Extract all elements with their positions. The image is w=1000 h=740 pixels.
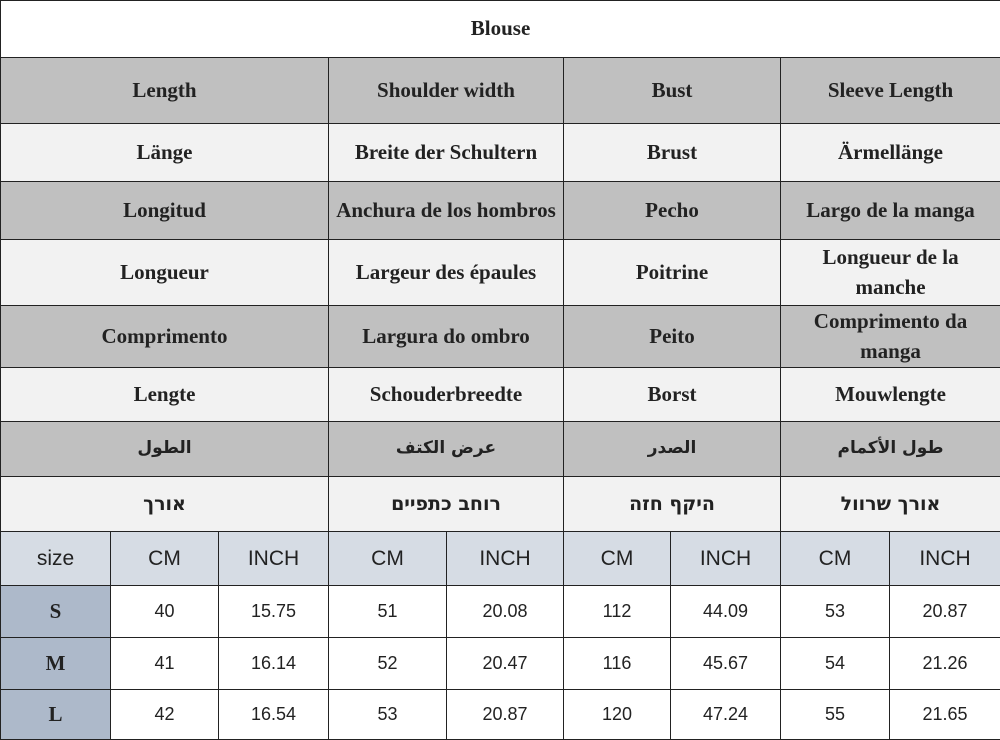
header-sleeve-length: Longueur de la manche [781, 240, 1000, 306]
header-length: Longitud [1, 182, 329, 240]
measurement-cell: 20.87 [890, 586, 1000, 638]
measurement-cell: 15.75 [219, 586, 329, 638]
header-length: الطول [1, 422, 329, 477]
unit-header: CM [781, 532, 890, 586]
header-shoulder-width: Shoulder width [329, 58, 564, 124]
header-bust: Poitrine [564, 240, 781, 306]
measurement-cell: 40 [111, 586, 219, 638]
header-shoulder-width: Largeur des épaules [329, 240, 564, 306]
measurement-cell: 51 [329, 586, 447, 638]
header-bust: Borst [564, 368, 781, 422]
header-length: Lengte [1, 368, 329, 422]
measurement-cell: 41 [111, 638, 219, 690]
size-header: size [1, 532, 111, 586]
size-label: S [1, 586, 111, 638]
measurement-cell: 55 [781, 690, 890, 740]
measurement-cell: 120 [564, 690, 671, 740]
measurement-cell: 112 [564, 586, 671, 638]
measurement-cell: 21.65 [890, 690, 1000, 740]
measurement-cell: 44.09 [671, 586, 781, 638]
size-label: L [1, 690, 111, 740]
header-bust: Bust [564, 58, 781, 124]
header-bust: Brust [564, 124, 781, 182]
unit-header: INCH [671, 532, 781, 586]
header-sleeve-length: Ärmellänge [781, 124, 1000, 182]
measurement-cell: 53 [329, 690, 447, 740]
header-sleeve-length: Mouwlengte [781, 368, 1000, 422]
header-shoulder-width: Largura do ombro [329, 306, 564, 368]
measurement-cell: 16.54 [219, 690, 329, 740]
measurement-cell: 42 [111, 690, 219, 740]
measurement-cell: 20.47 [447, 638, 564, 690]
measurement-cell: 54 [781, 638, 890, 690]
header-sleeve-length: Sleeve Length [781, 58, 1000, 124]
measurement-cell: 45.67 [671, 638, 781, 690]
header-shoulder-width: Anchura de los hombros [329, 182, 564, 240]
unit-header: INCH [219, 532, 329, 586]
measurement-cell: 52 [329, 638, 447, 690]
header-shoulder-width: Breite der Schultern [329, 124, 564, 182]
size-label: M [1, 638, 111, 690]
header-sleeve-length: Largo de la manga [781, 182, 1000, 240]
unit-header: INCH [447, 532, 564, 586]
header-shoulder-width: רוחב כתפיים [329, 477, 564, 532]
measurement-cell: 21.26 [890, 638, 1000, 690]
header-length: Length [1, 58, 329, 124]
unit-header: CM [564, 532, 671, 586]
unit-header: CM [329, 532, 447, 586]
measurement-cell: 20.87 [447, 690, 564, 740]
header-sleeve-length: Comprimento da manga [781, 306, 1000, 368]
header-shoulder-width: عرض الكتف [329, 422, 564, 477]
header-sleeve-length: אורך שרוול [781, 477, 1000, 532]
measurement-cell: 20.08 [447, 586, 564, 638]
table-title: Blouse [1, 1, 1000, 58]
unit-header: CM [111, 532, 219, 586]
header-bust: Peito [564, 306, 781, 368]
header-length: Longueur [1, 240, 329, 306]
header-sleeve-length: طول الأكمام [781, 422, 1000, 477]
header-shoulder-width: Schouderbreedte [329, 368, 564, 422]
header-length: אורך [1, 477, 329, 532]
header-length: Länge [1, 124, 329, 182]
unit-header: INCH [890, 532, 1000, 586]
header-bust: היקף חזה [564, 477, 781, 532]
measurement-cell: 47.24 [671, 690, 781, 740]
measurement-cell: 116 [564, 638, 671, 690]
header-length: Comprimento [1, 306, 329, 368]
measurement-cell: 16.14 [219, 638, 329, 690]
header-bust: الصدر [564, 422, 781, 477]
header-bust: Pecho [564, 182, 781, 240]
measurement-cell: 53 [781, 586, 890, 638]
